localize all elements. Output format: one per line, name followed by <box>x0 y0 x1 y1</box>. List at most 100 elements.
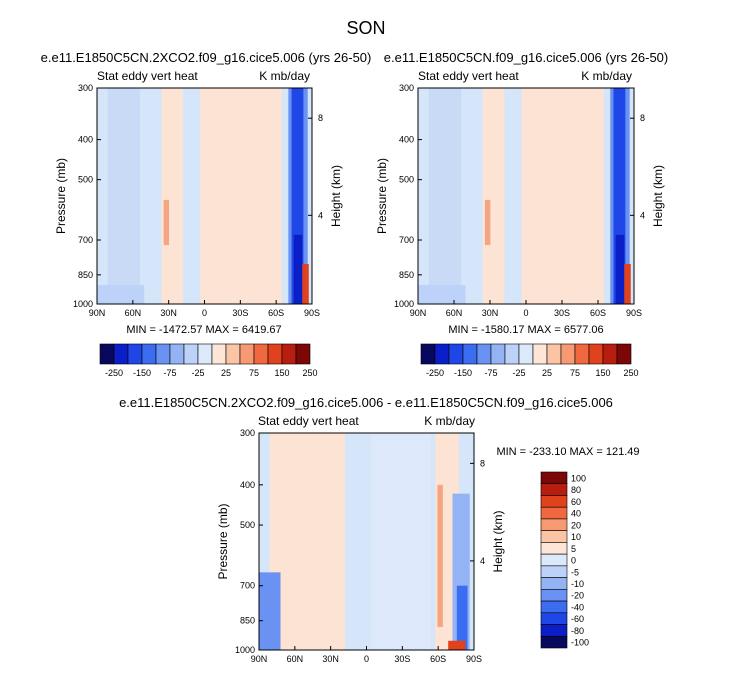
field-band <box>107 88 140 304</box>
colorbar-swatch <box>540 495 568 508</box>
x-tick-label: 90S <box>626 308 642 318</box>
polar-negative-mid <box>291 88 304 304</box>
panel-1-left-label: Stat eddy vert heat <box>97 69 198 83</box>
colorbar-swatch <box>490 343 506 365</box>
warm-streak <box>437 484 443 627</box>
right-tick-label: 4 <box>640 210 645 220</box>
panel-1-title: e.e11.E1850C5CN.2XCO2.f09_g16.cice5.006 … <box>41 50 372 65</box>
colorbar-swatch <box>267 343 283 365</box>
x-tick-label: 60S <box>430 654 446 664</box>
y-axis-title: Pressure (mb) <box>375 158 389 234</box>
colorbar-label: -150 <box>454 368 472 378</box>
colorbar-swatch <box>574 343 590 365</box>
field-band <box>370 433 431 650</box>
surface-negative <box>418 285 466 304</box>
colorbar-swatch <box>540 600 568 614</box>
surface-negative <box>97 285 145 304</box>
x-tick-label: 60S <box>590 308 606 318</box>
colorbar-label: -250 <box>105 368 123 378</box>
colorbar-label: 0 <box>571 556 576 566</box>
page-title: SON <box>346 18 385 38</box>
colorbar-label: 75 <box>249 368 259 378</box>
right-tick-label: 8 <box>318 113 323 123</box>
panel-2-left-label: Stat eddy vert heat <box>418 69 519 83</box>
field-band <box>200 88 282 304</box>
y-tick-label: 300 <box>240 428 255 438</box>
colorbar-swatch <box>532 343 548 365</box>
field-band <box>428 88 462 304</box>
colorbar-swatch <box>540 612 568 625</box>
colorbar-swatch <box>169 343 185 365</box>
y-tick-label: 500 <box>399 175 414 185</box>
x-tick-label: 30N <box>482 308 499 318</box>
colorbar-label: 150 <box>595 368 610 378</box>
polar-positive-core <box>624 263 631 304</box>
y-axis-right-title: Height (km) <box>651 165 665 227</box>
colorbar-swatch <box>211 343 227 365</box>
colorbar-label: -25 <box>191 368 204 378</box>
panel-2-plot: 90N 60N 30N 0 30S 60S 90S 300 400 500 700 850 1000 8 4… <box>375 83 665 318</box>
y-tick-label: 700 <box>240 581 255 591</box>
colorbar-label: -25 <box>512 368 525 378</box>
panel-3-min-max: MIN = -233.10 MAX = 121.49 <box>496 446 639 458</box>
panel-3-left-label: Stat eddy vert heat <box>258 414 359 428</box>
field-band <box>269 433 345 650</box>
colorbar-label: 10 <box>571 532 581 542</box>
colorbar-swatch <box>540 624 568 637</box>
colorbar-swatch <box>295 343 311 365</box>
right-tick-label: 4 <box>480 556 485 566</box>
y-tick-label: 850 <box>78 270 93 280</box>
y-tick-label: 700 <box>78 235 93 245</box>
colorbar-label: 60 <box>571 497 581 507</box>
colorbar-swatch <box>540 483 568 496</box>
field-band <box>161 88 183 304</box>
y-tick-label: 850 <box>399 270 414 280</box>
colorbar-swatch <box>253 343 269 365</box>
colorbar-label: 250 <box>302 368 317 378</box>
colorbar-label: -60 <box>571 614 584 624</box>
y-axis-right-title: Height (km) <box>491 510 505 572</box>
colorbar-swatch <box>540 553 568 567</box>
colorbar-swatch <box>540 518 568 531</box>
colorbar-swatch <box>462 343 478 365</box>
panel-1-colorbar: -250 -150 -75 -25 25 75 150 250 <box>99 343 318 378</box>
colorbar-label: 150 <box>274 368 289 378</box>
colorbar-swatch <box>560 343 576 365</box>
colorbar-label: 100 <box>571 473 586 483</box>
colorbar-label: -20 <box>571 591 584 601</box>
colorbar-swatch <box>113 343 129 365</box>
colorbar-swatch <box>155 343 171 365</box>
colorbar-swatch <box>540 589 568 602</box>
field-band <box>521 88 604 304</box>
x-tick-label: 60N <box>287 654 304 664</box>
panel-1-min-max: MIN = -1472.57 MAX = 6419.67 <box>126 324 281 336</box>
colorbar-label: -5 <box>571 567 579 577</box>
polar-negative-core <box>456 585 468 650</box>
panel-2-right-label: K mb/day <box>581 69 632 83</box>
colorbar-swatch <box>602 343 618 365</box>
panel-2-min-max: MIN = -1580.17 MAX = 6577.06 <box>448 324 603 336</box>
y-axis-title: Pressure (mb) <box>54 158 68 234</box>
y-tick-label: 300 <box>78 83 93 93</box>
colorbar-swatch <box>588 343 604 365</box>
y-tick-label: 400 <box>399 135 414 145</box>
colorbar-swatch <box>281 343 297 365</box>
colorbar-label: 250 <box>623 368 638 378</box>
polar-positive-core <box>302 263 309 304</box>
panel-1-right-label: K mb/day <box>259 69 310 83</box>
x-tick-label: 30S <box>232 308 248 318</box>
colorbar-label: 25 <box>221 368 231 378</box>
colorbar-swatch <box>540 471 568 485</box>
panel-3: e.e11.E1850C5CN.2XCO2.f09_g16.cice5.006 … <box>119 395 639 664</box>
colorbar-swatch <box>420 343 436 365</box>
y-tick-label: 400 <box>240 480 255 490</box>
colorbar-label: -75 <box>163 368 176 378</box>
colorbar-label: 80 <box>571 485 581 495</box>
surface-negative <box>259 572 281 650</box>
x-tick-label: 0 <box>523 308 528 318</box>
panel-3-plot: 90N 60N 30N 0 30S 60S 90S 300 400 500 700 850 1000 8 4… <box>216 428 505 664</box>
field-band <box>482 88 505 304</box>
x-tick-label: 90N <box>251 654 268 664</box>
